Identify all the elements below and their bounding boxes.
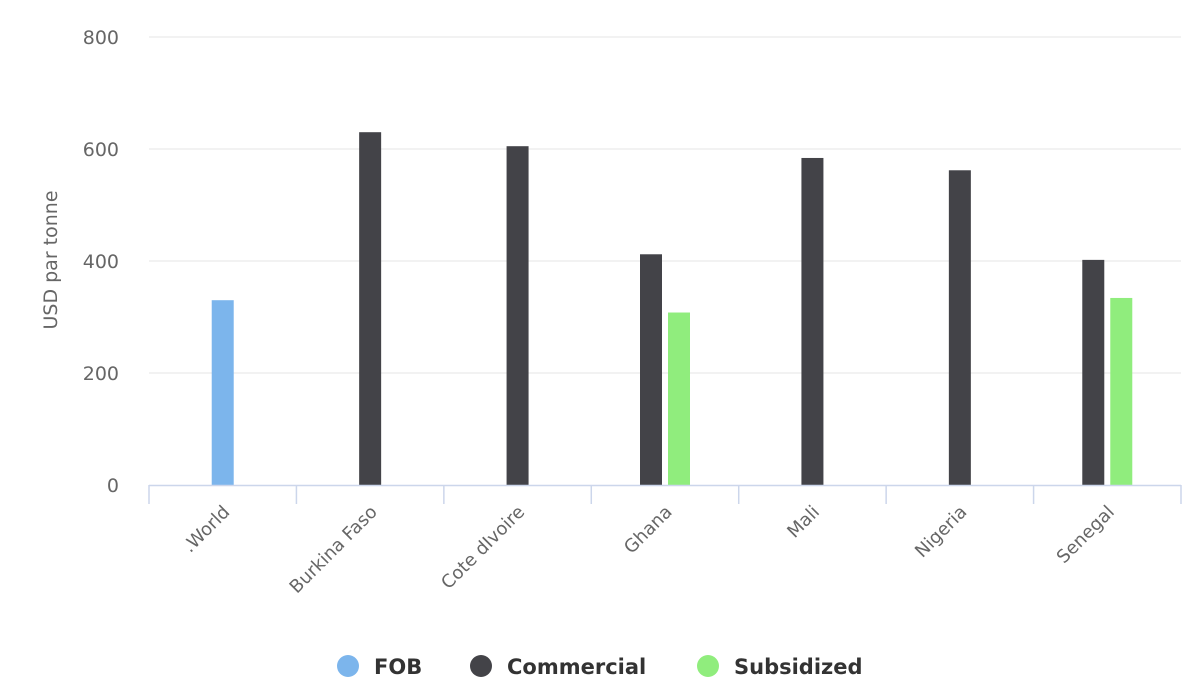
y-tick-label: 600 <box>83 139 119 161</box>
x-tick-label: Cote dIvoire <box>437 502 529 594</box>
y-axis-labels: 0 200 400 600 800 <box>83 27 119 497</box>
legend-label: Subsidized <box>734 655 863 679</box>
bar-commercial-senegal <box>1082 259 1105 485</box>
grid-lines <box>149 36 1181 374</box>
bar-commercial-ghana <box>640 254 662 485</box>
legend-marker <box>697 655 719 677</box>
x-tick-label: Burkina Faso <box>286 502 382 598</box>
x-axis <box>148 484 1182 504</box>
bar-subsidized-ghana <box>668 312 690 485</box>
y-tick-label: 200 <box>83 363 119 385</box>
legend-item-subsidized[interactable]: Subsidized <box>697 655 863 679</box>
x-tick-label: Senegal <box>1053 502 1119 568</box>
x-tick-label: Ghana <box>620 502 676 558</box>
x-tick-label: .World <box>179 502 234 557</box>
bars <box>211 132 1133 485</box>
x-tick-label: Nigeria <box>911 502 971 562</box>
legend-item-commercial[interactable]: Commercial <box>470 655 646 679</box>
y-tick-label: 0 <box>107 475 119 497</box>
bar-subsidized-senegal <box>1110 297 1133 485</box>
bar-commercial-cote-divoire <box>506 146 529 485</box>
y-tick-label: 800 <box>83 27 119 49</box>
bar-fob-world <box>211 300 234 485</box>
bar-commercial-nigeria <box>948 170 971 485</box>
legend-label: FOB <box>374 655 422 679</box>
legend-marker <box>337 655 359 677</box>
bar-commercial-burkina-faso <box>359 132 382 485</box>
legend: FOB Commercial Subsidized <box>337 655 863 679</box>
bar-commercial-mali <box>801 157 824 485</box>
y-tick-label: 400 <box>83 251 119 273</box>
legend-label: Commercial <box>507 655 646 679</box>
x-tick-label: Mali <box>783 502 824 543</box>
y-axis-title: USD par tonne <box>40 190 62 329</box>
legend-item-fob[interactable]: FOB <box>337 655 422 679</box>
legend-marker <box>470 655 492 677</box>
x-axis-labels: .World Burkina Faso Cote dIvoire Ghana Mali N… <box>179 502 1119 598</box>
